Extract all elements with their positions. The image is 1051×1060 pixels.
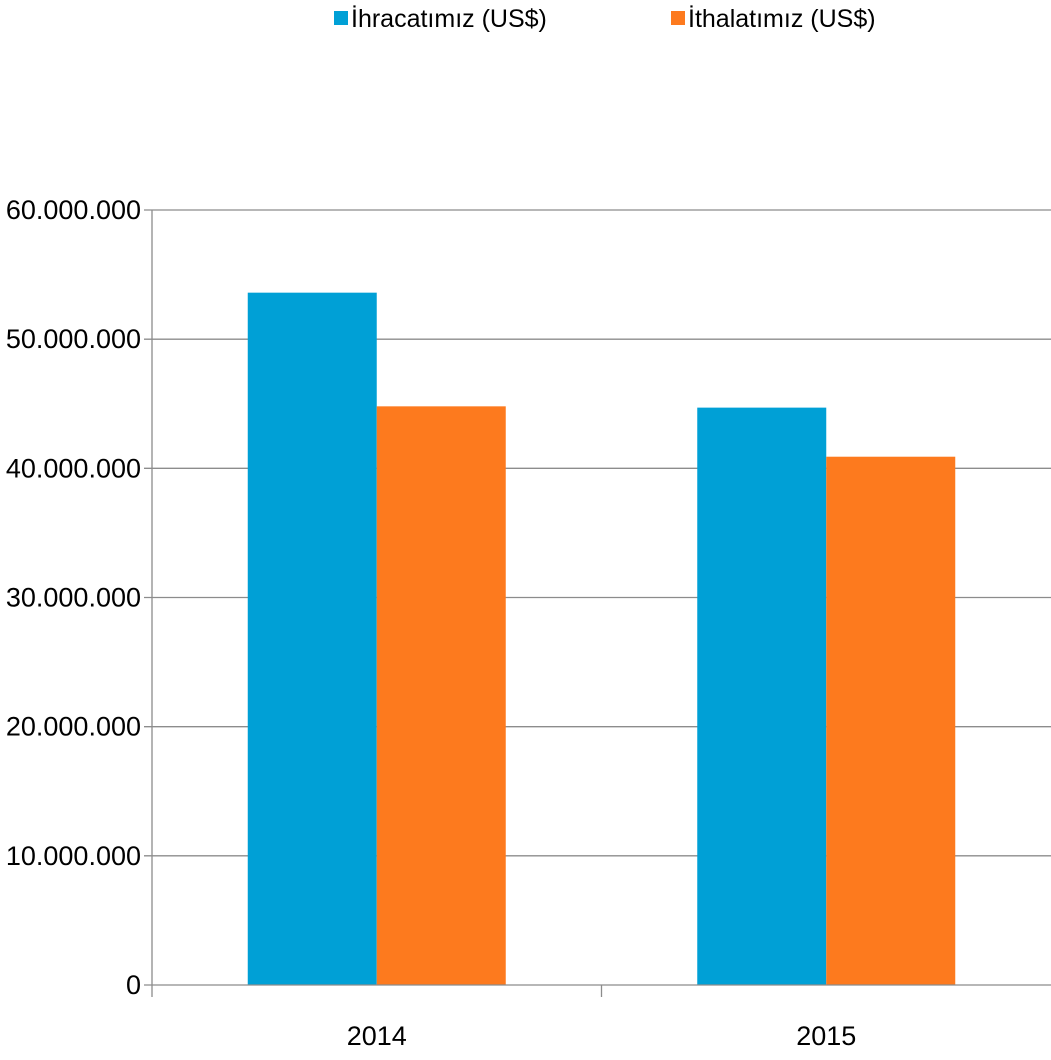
x-tick-label: 2015 [796, 1021, 856, 1051]
y-tick-label: 10.000.000 [6, 841, 141, 871]
bar-imports-2014 [376, 406, 506, 985]
bar-exports-2014 [247, 292, 377, 986]
legend-label: İthalatımız (US$) [688, 4, 876, 33]
x-tick-label: 2014 [347, 1021, 407, 1051]
legend-swatch [671, 11, 685, 25]
y-tick-label: 40.000.000 [6, 453, 141, 483]
bars [247, 292, 956, 986]
legend-swatch [334, 11, 348, 25]
x-axis: 2014 2015 [144, 984, 1051, 1051]
bar-imports-2015 [826, 456, 956, 985]
y-tick-label: 60.000.000 [6, 195, 141, 225]
y-axis: 0 10.000.000 20.000.000 30.000.000 40.000.00… [6, 195, 153, 1000]
y-tick-label: 20.000.000 [6, 712, 141, 742]
bar-exports-2015 [697, 407, 827, 985]
y-tick-label: 30.000.000 [6, 583, 141, 613]
y-tick-label: 50.000.000 [6, 324, 141, 354]
y-tick-label: 0 [126, 970, 141, 1000]
legend-label: İhracatımız (US$) [351, 4, 547, 33]
legend: İhracatımız (US$) İthalatımız (US$) [334, 4, 876, 33]
